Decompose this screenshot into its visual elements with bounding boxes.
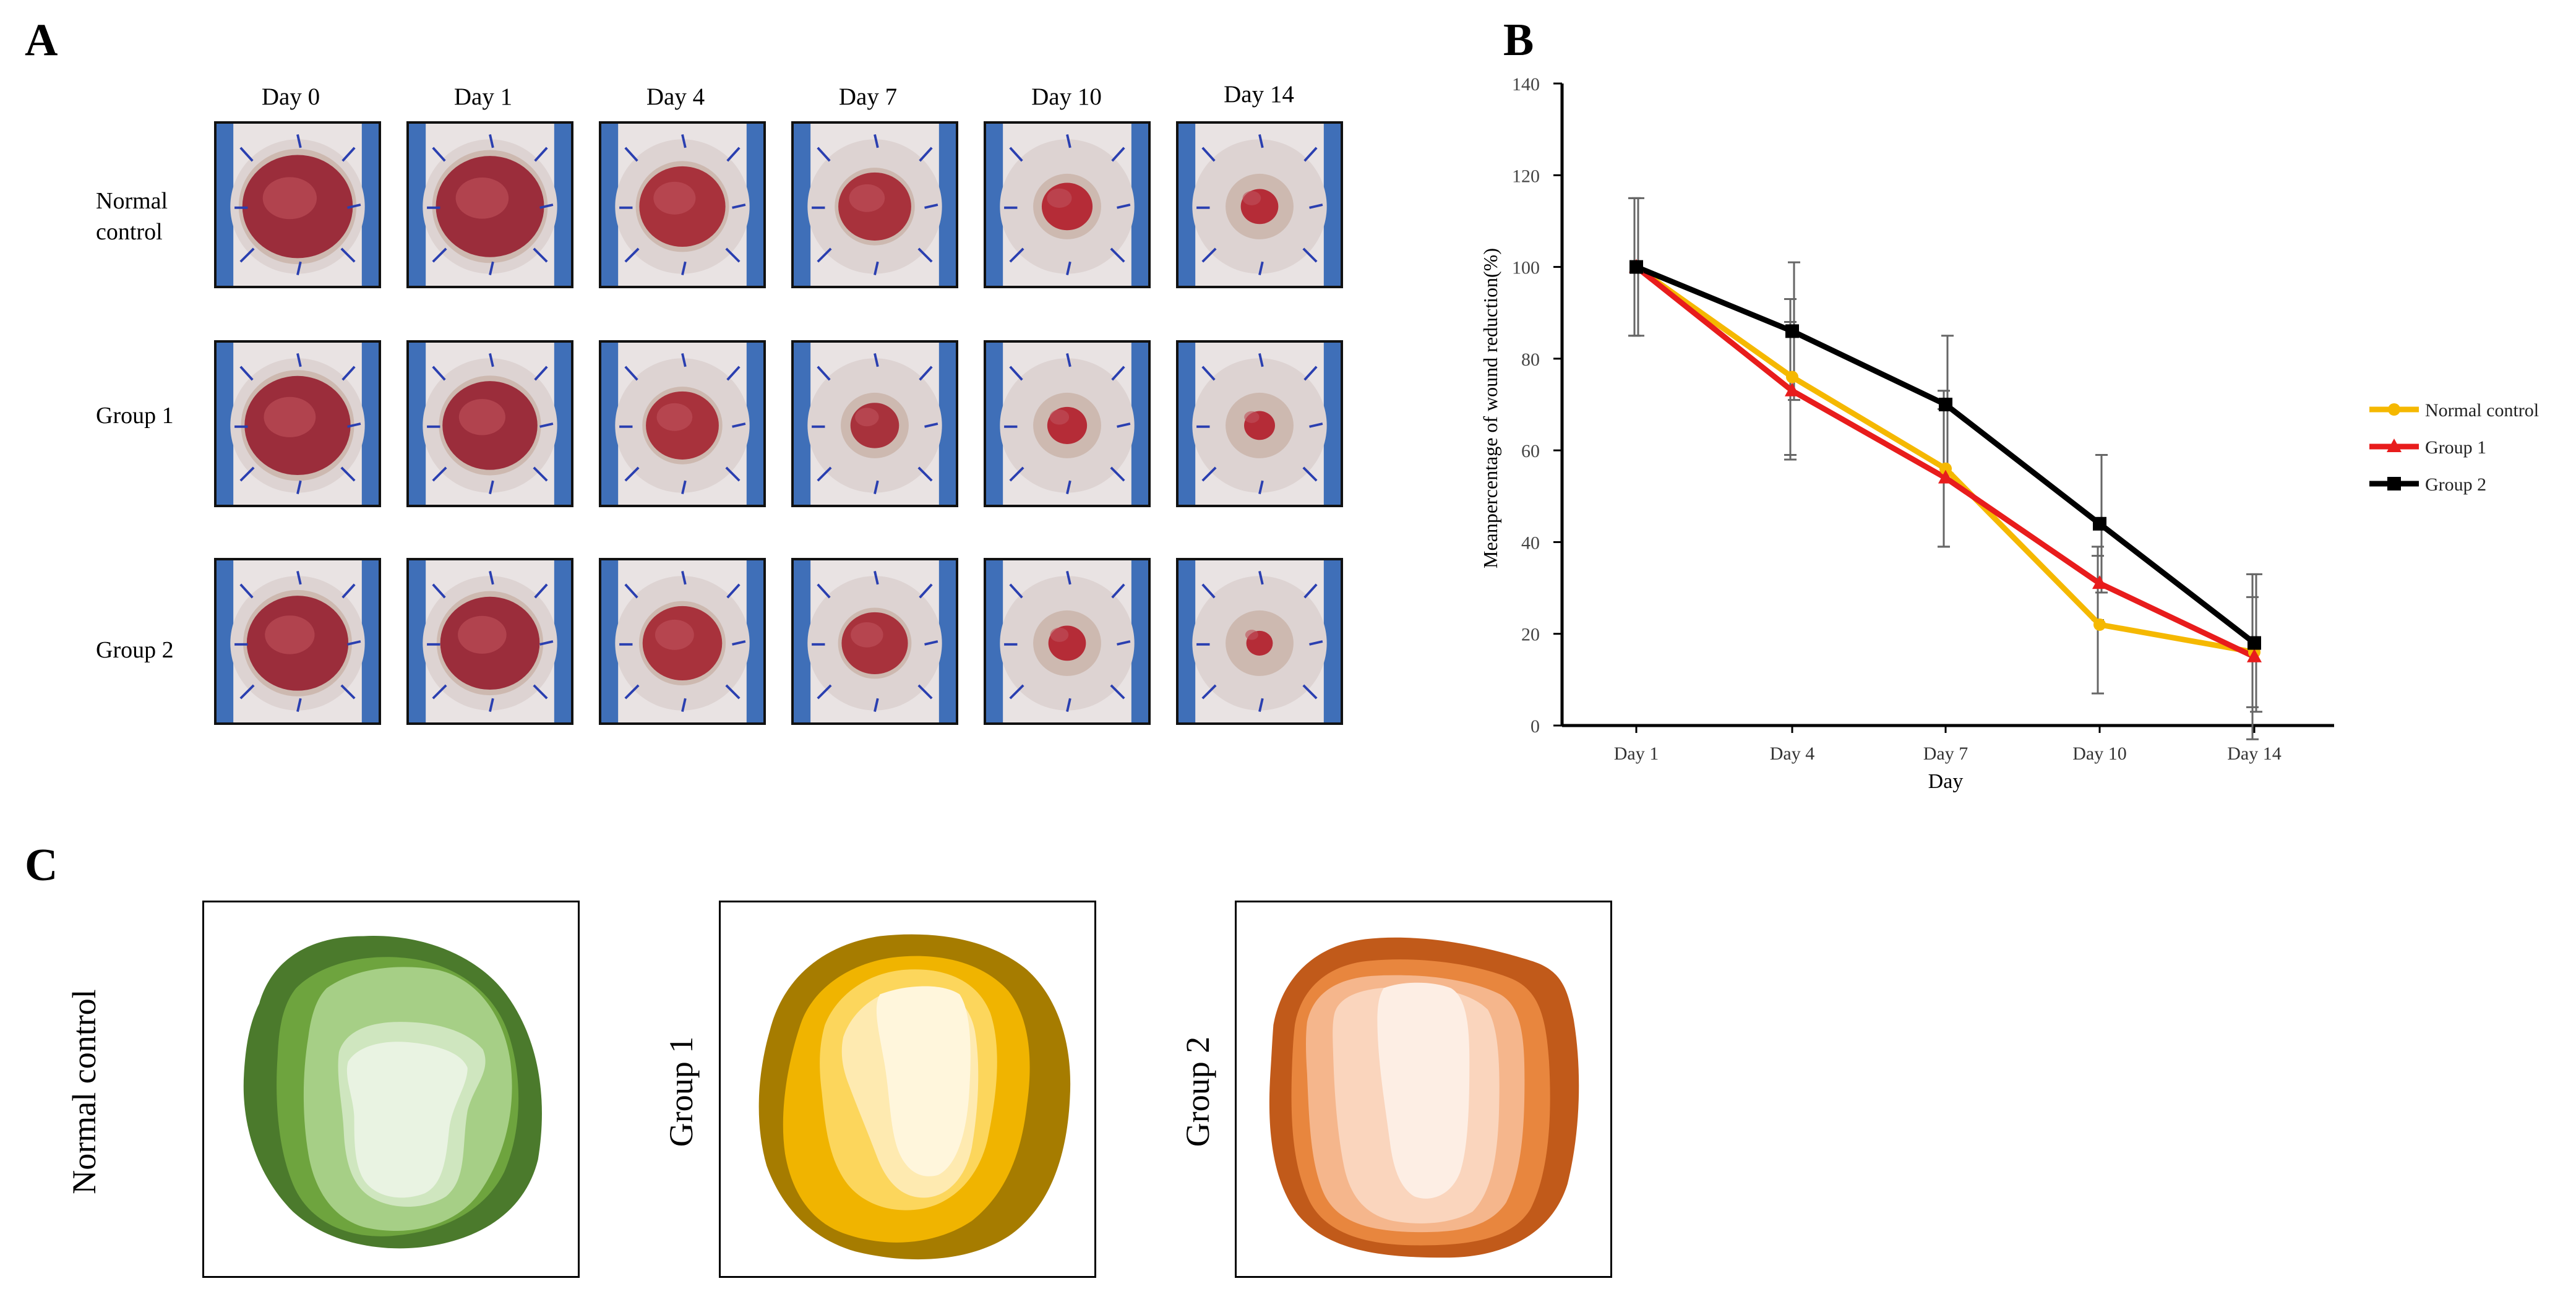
outline-label-normal-control: Normal control bbox=[66, 989, 103, 1194]
wound-photo bbox=[791, 340, 958, 507]
y-tick-label: 120 bbox=[1512, 166, 1540, 186]
day-header: Day 14 bbox=[1224, 81, 1294, 108]
panel-label-a: A bbox=[25, 15, 58, 66]
legend-entry: Group 2 bbox=[2369, 474, 2486, 495]
y-tick-label: 140 bbox=[1512, 74, 1540, 95]
data-point bbox=[1939, 462, 1952, 475]
data-point bbox=[2092, 575, 2107, 589]
y-tick-label: 20 bbox=[1521, 625, 1540, 645]
legend-label: Normal control bbox=[2425, 400, 2539, 421]
wound-outline-group-2 bbox=[1235, 901, 1612, 1278]
series-line-group-1 bbox=[1634, 265, 2256, 659]
wound-outline-day-layer bbox=[876, 986, 971, 1176]
row-label-group-2: Group 2 bbox=[96, 637, 174, 663]
x-tick-label: Day 4 bbox=[1770, 743, 1814, 764]
y-tick-label: 100 bbox=[1512, 258, 1540, 278]
x-axis-label: Day bbox=[1928, 770, 1964, 793]
data-point bbox=[1629, 260, 1643, 274]
legend-label: Group 2 bbox=[2425, 474, 2486, 495]
wound-photo bbox=[984, 558, 1151, 725]
data-point bbox=[1786, 370, 1798, 383]
row-label-group-1: Group 1 bbox=[96, 403, 174, 429]
day-header: Day 7 bbox=[838, 84, 898, 110]
legend-entry: Group 1 bbox=[2369, 437, 2486, 458]
x-tick-label: Day 7 bbox=[1923, 743, 1968, 764]
wound-photo bbox=[791, 558, 958, 725]
chart-legend: Normal control Group 1 Group 2 bbox=[2369, 400, 2539, 495]
wound-photo bbox=[406, 340, 573, 507]
wound-photo bbox=[214, 121, 381, 288]
wound-outline-day-layer bbox=[1377, 982, 1470, 1199]
x-tick-label: Day 1 bbox=[1614, 743, 1659, 764]
legend-entry: Normal control bbox=[2369, 400, 2539, 421]
panel-label-c: C bbox=[25, 840, 58, 891]
wound-outline-day-layer bbox=[346, 1042, 468, 1198]
y-tick-label: 40 bbox=[1521, 533, 1540, 553]
x-tick-label: Day 14 bbox=[2227, 743, 2281, 764]
series-line-group-2 bbox=[1635, 264, 2256, 646]
wound-outline-normal-control bbox=[202, 901, 580, 1278]
day-header: Day 0 bbox=[261, 84, 320, 110]
wound-photo bbox=[984, 121, 1151, 288]
wound-photo bbox=[406, 558, 573, 725]
wound-photo bbox=[214, 558, 381, 725]
panel-label-b: B bbox=[1503, 15, 1534, 66]
wound-photo bbox=[214, 340, 381, 507]
data-point bbox=[2248, 636, 2261, 650]
wound-photo bbox=[1176, 121, 1343, 288]
y-tick-label: 60 bbox=[1521, 441, 1540, 461]
wound-photo bbox=[599, 558, 766, 725]
series-line-normal-control bbox=[1634, 264, 2255, 655]
wound-reduction-chart: 0 20 40 60 80 100 120 140 Day 1 Day 4 Day 7 Day 10… bbox=[1479, 74, 2539, 793]
data-point bbox=[2093, 618, 2106, 631]
row-label-normal-control: Normal control bbox=[96, 186, 168, 247]
data-point bbox=[1785, 324, 1799, 338]
wound-photo bbox=[406, 121, 573, 288]
x-tick-label: Day 10 bbox=[2072, 743, 2126, 764]
day-header: Day 4 bbox=[646, 84, 705, 110]
data-point bbox=[2247, 648, 2262, 662]
y-tick-label: 0 bbox=[1531, 716, 1540, 737]
wound-photo bbox=[791, 121, 958, 288]
outline-label-group-2: Group 2 bbox=[1179, 1036, 1216, 1147]
wound-outline-group-1 bbox=[719, 901, 1096, 1278]
wound-photo bbox=[984, 340, 1151, 507]
y-axis-label: Meanpercentage of wound reduction(%) bbox=[1479, 248, 1501, 568]
row-label-line1: Normal bbox=[96, 188, 168, 214]
y-tick-label: 80 bbox=[1521, 349, 1540, 370]
wound-photo bbox=[599, 340, 766, 507]
data-point bbox=[1938, 469, 1953, 484]
row-label-line2: control bbox=[96, 219, 163, 245]
wound-photo bbox=[1176, 340, 1343, 507]
wound-photo bbox=[1176, 558, 1343, 725]
day-header: Day 10 bbox=[1031, 84, 1102, 110]
data-point bbox=[1785, 382, 1800, 396]
wound-photo bbox=[599, 121, 766, 288]
data-point bbox=[2093, 516, 2106, 531]
legend-label: Group 1 bbox=[2425, 437, 2486, 458]
outline-label-group-1: Group 1 bbox=[663, 1036, 700, 1147]
data-point bbox=[1939, 398, 1952, 411]
day-header: Day 1 bbox=[453, 84, 513, 110]
